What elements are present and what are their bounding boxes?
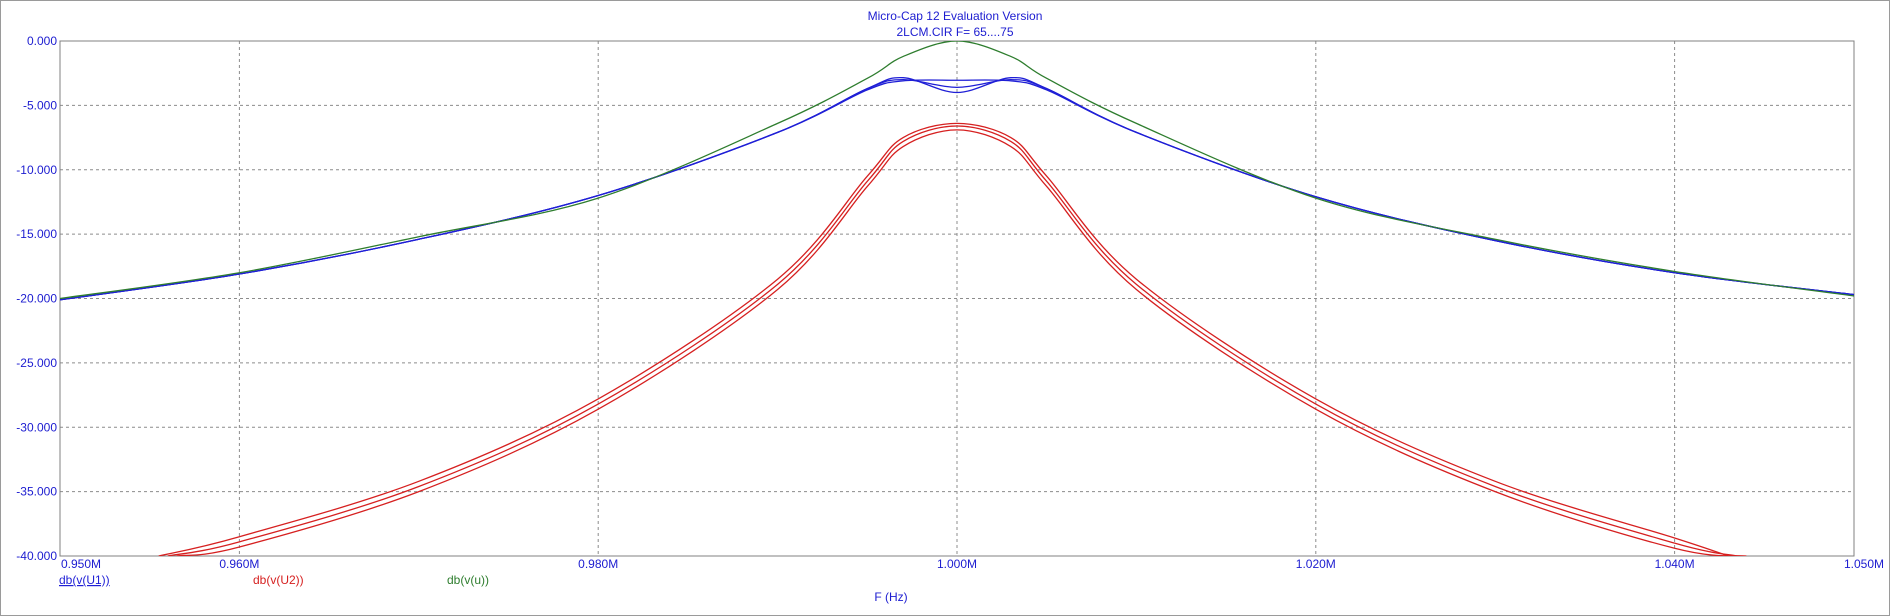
y-tick-label: -35.000 bbox=[16, 485, 57, 499]
y-tick-label: -25.000 bbox=[16, 356, 57, 370]
series-0 bbox=[60, 76, 1854, 301]
x-tick-label: 1.040M bbox=[1655, 557, 1695, 571]
y-tick-label: -5.000 bbox=[23, 98, 57, 112]
y-tick-label: -20.000 bbox=[16, 292, 57, 306]
y-tick-label: -30.000 bbox=[16, 420, 57, 434]
y-axis-ticks: 0.000 -5.000 -10.000 -15.000 -20.000 -25.000 -… bbox=[16, 34, 57, 563]
series-line bbox=[60, 41, 1854, 300]
series-line bbox=[60, 76, 1854, 301]
y-tick-label: -10.000 bbox=[16, 163, 57, 177]
series-line bbox=[60, 79, 1854, 301]
x-axis-label: F (Hz) bbox=[874, 590, 907, 604]
x-tick-label: 1.000M bbox=[937, 557, 977, 571]
x-tick-label: 0.950M bbox=[61, 557, 101, 571]
y-tick-label: 0.000 bbox=[27, 34, 57, 48]
y-tick-label: -40.000 bbox=[16, 549, 57, 563]
series-2 bbox=[60, 41, 1854, 300]
series-layer bbox=[60, 41, 1854, 556]
series-line bbox=[158, 122, 1729, 556]
x-tick-label: 1.020M bbox=[1296, 557, 1336, 571]
grid bbox=[60, 41, 1854, 556]
x-tick-label: 0.980M bbox=[578, 557, 618, 571]
series-1 bbox=[158, 122, 1747, 556]
legend: db(v(U1)) db(v(U2)) db(v(u)) bbox=[59, 573, 489, 587]
chart-subtitle: 2LCM.CIR F= 65....75 bbox=[896, 25, 1013, 39]
x-axis-ticks: 0.950M 0.960M 0.980M 1.000M 1.020M 1.040M 1.05… bbox=[61, 557, 1884, 571]
series-line bbox=[176, 129, 1747, 556]
legend-entry[interactable]: db(v(U2)) bbox=[253, 573, 304, 587]
y-tick-label: -15.000 bbox=[16, 227, 57, 241]
series-line bbox=[167, 125, 1738, 556]
legend-entry[interactable]: db(v(U1)) bbox=[59, 573, 110, 587]
x-tick-label: 1.050M bbox=[1844, 557, 1884, 571]
legend-entry[interactable]: db(v(u)) bbox=[447, 573, 489, 587]
series-line bbox=[60, 78, 1854, 301]
x-tick-label: 0.960M bbox=[219, 557, 259, 571]
chart-title: Micro-Cap 12 Evaluation Version bbox=[868, 9, 1043, 23]
